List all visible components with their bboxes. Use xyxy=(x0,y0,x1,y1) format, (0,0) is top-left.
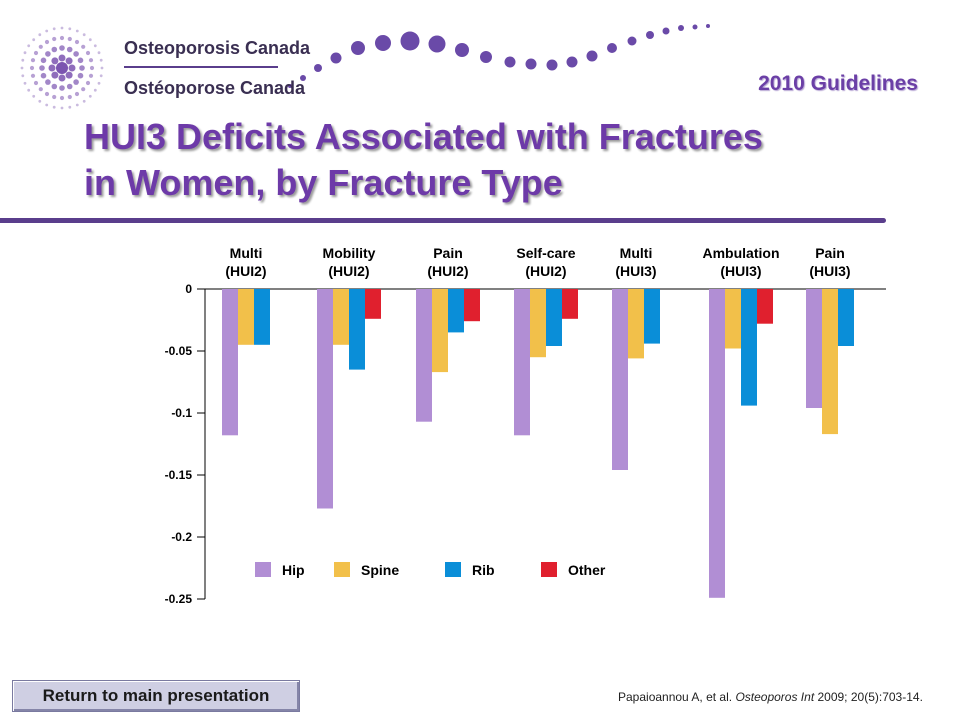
category-label: (HUI2) xyxy=(525,263,566,279)
bar-hip xyxy=(416,289,432,422)
y-tick-label: 0 xyxy=(185,282,192,296)
citation-details: 2009; 20(5):703-14. xyxy=(814,690,923,704)
category-label: (HUI3) xyxy=(720,263,761,279)
bar-hip xyxy=(709,289,725,598)
bar-rib xyxy=(644,289,660,344)
header: Osteoporosis Canada Ostéoporose Canada 2… xyxy=(0,0,960,110)
osteoporosis-canada-logo-icon xyxy=(20,24,710,110)
title-divider xyxy=(0,218,886,223)
bar-other xyxy=(464,289,480,322)
category-label: (HUI2) xyxy=(328,263,369,279)
legend-label-spine: Spine xyxy=(361,562,399,578)
y-tick-label: -0.15 xyxy=(165,468,193,482)
guidelines-label: 2010 Guidelines xyxy=(758,72,918,95)
y-tick-label: -0.05 xyxy=(165,344,193,358)
bar-rib xyxy=(741,289,757,406)
bar-spine xyxy=(725,289,741,349)
bar-spine xyxy=(333,289,349,345)
bar-hip xyxy=(317,289,333,509)
legend-swatch-other xyxy=(541,562,557,577)
legend-swatch-spine xyxy=(334,562,350,577)
bar-other xyxy=(365,289,381,319)
bar-rib xyxy=(546,289,562,346)
bar-rib xyxy=(349,289,365,370)
bar-hip xyxy=(612,289,628,470)
category-label: Self-care xyxy=(516,245,575,261)
slide-title: HUI3 Deficits Associated with Fractures … xyxy=(84,114,904,206)
bar-other xyxy=(757,289,773,324)
bar-chart: 0 -0.05 -0.1 -0.15 -0.2 -0.25 Multi (HUI2) Mobil… xyxy=(165,245,886,606)
category-label: Pain xyxy=(433,245,463,261)
bar-hip xyxy=(222,289,238,436)
legend-label-hip: Hip xyxy=(282,562,305,578)
org-name-fr: Ostéoporose Canada xyxy=(124,78,306,98)
y-tick-label: -0.2 xyxy=(171,530,192,544)
legend-label-rib: Rib xyxy=(472,562,495,578)
citation-authors: Papaioannou A, et al. xyxy=(618,690,736,704)
category-label: Multi xyxy=(230,245,263,261)
bar-spine xyxy=(530,289,546,358)
y-tick-label: -0.1 xyxy=(171,406,192,420)
y-tick-label: -0.25 xyxy=(165,592,193,606)
slide-title-line2: in Women, by Fracture Type xyxy=(84,162,563,203)
slide-title-line1: HUI3 Deficits Associated with Fractures xyxy=(84,116,763,157)
category-label: (HUI3) xyxy=(615,263,656,279)
citation-journal: Osteoporos Int xyxy=(735,690,815,704)
category-label: (HUI2) xyxy=(225,263,266,279)
bar-rib xyxy=(254,289,270,345)
bar-spine xyxy=(822,289,838,435)
org-divider xyxy=(124,66,278,68)
bar-spine xyxy=(432,289,448,373)
category-label: Ambulation xyxy=(703,245,780,261)
legend-swatch-hip xyxy=(255,562,271,577)
bar-hip xyxy=(514,289,530,436)
org-name-en: Osteoporosis Canada xyxy=(124,38,311,58)
bar-rib xyxy=(838,289,854,346)
legend-label-other: Other xyxy=(568,562,606,578)
bar-spine xyxy=(238,289,254,345)
bar-spine xyxy=(628,289,644,359)
category-label: (HUI3) xyxy=(809,263,850,279)
category-label: Pain xyxy=(815,245,845,261)
bar-rib xyxy=(448,289,464,333)
category-label: (HUI2) xyxy=(427,263,468,279)
category-label: Mobility xyxy=(323,245,376,261)
bar-other xyxy=(562,289,578,319)
legend-swatch-rib xyxy=(445,562,461,577)
citation: Papaioannou A, et al. Osteoporos Int 200… xyxy=(618,690,923,704)
return-to-main-button[interactable]: Return to main presentation xyxy=(12,680,300,712)
bar-hip xyxy=(806,289,822,408)
category-label: Multi xyxy=(620,245,653,261)
